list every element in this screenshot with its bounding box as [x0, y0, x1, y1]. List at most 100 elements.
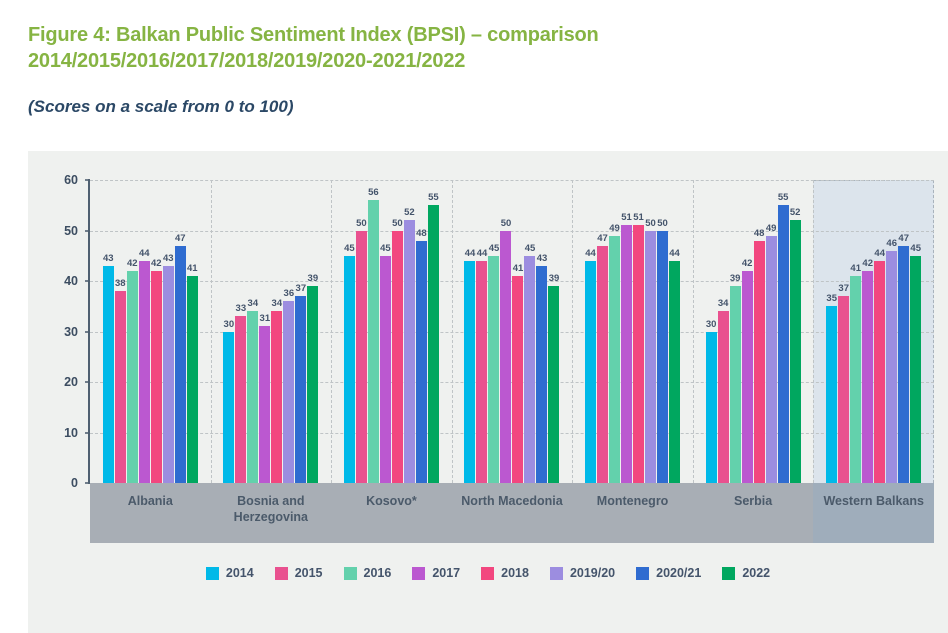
- bar-value-albania-2019-20: 43: [162, 252, 174, 264]
- bar-slot-montenegro-2016: 49: [609, 223, 621, 483]
- legend-swatch-2022: [722, 566, 736, 580]
- ytick-mark-20: [85, 381, 90, 383]
- bar-north-macedonia-2015: [476, 260, 488, 483]
- bar-value-north-macedonia-2015: 44: [476, 247, 488, 259]
- ytick-label-40: 40: [64, 274, 78, 288]
- bar-slot-montenegro-2020-21: 50: [657, 218, 669, 483]
- bar-value-montenegro-2020-21: 50: [657, 217, 668, 229]
- bar-value-serbia-2016: 39: [729, 273, 741, 285]
- bar-slot-western-balkans-2016: 41: [850, 263, 862, 483]
- gridline-y10: [90, 432, 934, 434]
- bar-value-montenegro-2016: 49: [609, 222, 620, 234]
- bar-value-north-macedonia-2018: 41: [512, 262, 524, 274]
- bar-value-albania-2017: 44: [138, 247, 150, 259]
- bar-value-kosovo-2022: 55: [428, 192, 439, 204]
- bar-western-balkans-2022: [910, 255, 922, 483]
- bar-value-bosnia-and-herzegovina-2014: 30: [223, 318, 235, 330]
- bar-value-serbia-2022: 52: [789, 207, 801, 219]
- bar-slot-north-macedonia-2015: 44: [476, 248, 488, 483]
- bar-western-balkans-2019-20: [886, 250, 898, 483]
- bar-value-albania-2015: 38: [114, 278, 126, 290]
- category-label-north-macedonia: North Macedonia: [461, 494, 563, 508]
- bar-kosovo-2019-20: [403, 220, 415, 483]
- bar-value-kosovo-2020-21: 48: [416, 227, 427, 239]
- bar-slot-serbia-2018: 48: [753, 228, 765, 483]
- bar-value-north-macedonia-2020-21: 43: [536, 252, 548, 264]
- bar-slot-kosovo-2014: 45: [343, 243, 355, 483]
- bar-montenegro-2015: [597, 245, 609, 483]
- bar-value-bosnia-and-herzegovina-2022: 39: [307, 273, 319, 285]
- legend-item-2019-20: 2019/20: [549, 566, 616, 580]
- bar-value-serbia-2019-20: 49: [765, 222, 777, 234]
- bar-western-balkans-2014: [826, 306, 838, 483]
- bar-slot-north-macedonia-2019-20: 45: [524, 243, 536, 483]
- bar-slot-north-macedonia-2022: 39: [548, 273, 560, 483]
- bar-slot-western-balkans-2019-20: 46: [886, 238, 898, 483]
- bar-value-montenegro-2019-20: 50: [645, 217, 656, 229]
- bar-value-bosnia-and-herzegovina-2018: 34: [271, 298, 283, 310]
- bar-slot-kosovo-2018: 50: [391, 218, 403, 483]
- x-axis-band-western-balkans: [813, 483, 934, 543]
- ytick-label-30: 30: [64, 324, 78, 339]
- bar-slot-western-balkans-2015: 37: [838, 283, 850, 483]
- bar-slot-bosnia-and-herzegovina-2019-20: 36: [283, 288, 295, 483]
- bar-slot-north-macedonia-2014: 44: [464, 248, 476, 483]
- figure-subtitle: (Scores on a scale from 0 to 100): [28, 97, 294, 116]
- ytick-mark-50: [85, 229, 90, 232]
- bar-slot-serbia-2022: 52: [789, 207, 801, 483]
- legend-item-2016: 2016: [343, 566, 391, 580]
- bar-value-montenegro-2018: 51: [633, 212, 644, 224]
- category-label-kosovo: Kosovo*: [366, 494, 417, 508]
- bar-value-kosovo-2014: 45: [344, 242, 355, 254]
- bar-slot-bosnia-and-herzegovina-2022: 39: [307, 273, 319, 483]
- bar-slot-serbia-2016: 39: [729, 273, 741, 483]
- bar-group-montenegro: 44 47 49 51 51 50 50 44: [572, 180, 693, 483]
- gridline-y50: [90, 230, 934, 232]
- bar-serbia-2018: [753, 240, 765, 483]
- bar-group-bosnia-and-herzegovina: 30 33 34 31 34 36 37 39: [211, 180, 332, 483]
- ytick-label-20: 20: [64, 375, 78, 389]
- bar-slot-kosovo-2019-20: 52: [403, 207, 415, 483]
- legend-swatch-2017: [412, 566, 426, 580]
- bar-slot-serbia-2014: 30: [705, 319, 717, 483]
- bar-kosovo-2020-21: [415, 240, 427, 483]
- bar-slot-montenegro-2017: 51: [621, 212, 633, 483]
- bar-montenegro-2018: [633, 225, 645, 483]
- bar-slot-albania-2022: 41: [186, 263, 198, 483]
- bar-value-serbia-2017: 42: [741, 257, 753, 269]
- bar-montenegro-2016: [609, 235, 621, 483]
- bar-montenegro-2022: [669, 260, 681, 483]
- bar-group-serbia: 30 34 39 42 48 49 55 52: [693, 180, 814, 483]
- legend-swatch-2014: [205, 566, 219, 580]
- category-label-serbia: Serbia: [734, 494, 773, 508]
- bar-slot-serbia-2020-21: 55: [777, 192, 789, 483]
- bar-bosnia-and-herzegovina-2020-21: [295, 296, 307, 483]
- ytick-mark-0: [85, 482, 90, 484]
- bar-bosnia-and-herzegovina-2019-20: [283, 301, 295, 483]
- bar-serbia-2014: [705, 331, 717, 483]
- ytick-mark-10: [85, 431, 90, 434]
- bar-north-macedonia-2016: [488, 255, 500, 483]
- bar-slot-western-balkans-2022: 45: [910, 243, 922, 483]
- bar-albania-2020-21: [174, 245, 186, 483]
- legend-label-2019-20: 2019/20: [569, 566, 616, 580]
- bar-bosnia-and-herzegovina-2014: [223, 331, 235, 483]
- legend-label-2018: 2018: [501, 566, 529, 580]
- bar-value-serbia-2014: 30: [705, 318, 717, 330]
- bar-slot-montenegro-2022: 44: [669, 248, 681, 483]
- bar-albania-2022: [186, 275, 198, 483]
- legend-label-2022: 2022: [742, 566, 771, 580]
- bar-albania-2014: [102, 265, 114, 483]
- ytick-mark-60: [85, 179, 90, 181]
- bar-north-macedonia-2018: [512, 275, 524, 483]
- bar-value-montenegro-2022: 44: [669, 247, 680, 259]
- bar-value-western-balkans-2015: 37: [838, 283, 849, 295]
- y-axis-line: [88, 179, 90, 484]
- bar-western-balkans-2018: [874, 260, 886, 483]
- figure-title-line1: Figure 4: Balkan Public Sentiment Index …: [28, 24, 599, 46]
- bar-serbia-2016: [729, 286, 741, 483]
- bar-value-bosnia-and-herzegovina-2016: 34: [247, 298, 259, 310]
- bar-slot-albania-2017: 44: [138, 248, 150, 483]
- bar-value-north-macedonia-2014: 44: [464, 247, 476, 259]
